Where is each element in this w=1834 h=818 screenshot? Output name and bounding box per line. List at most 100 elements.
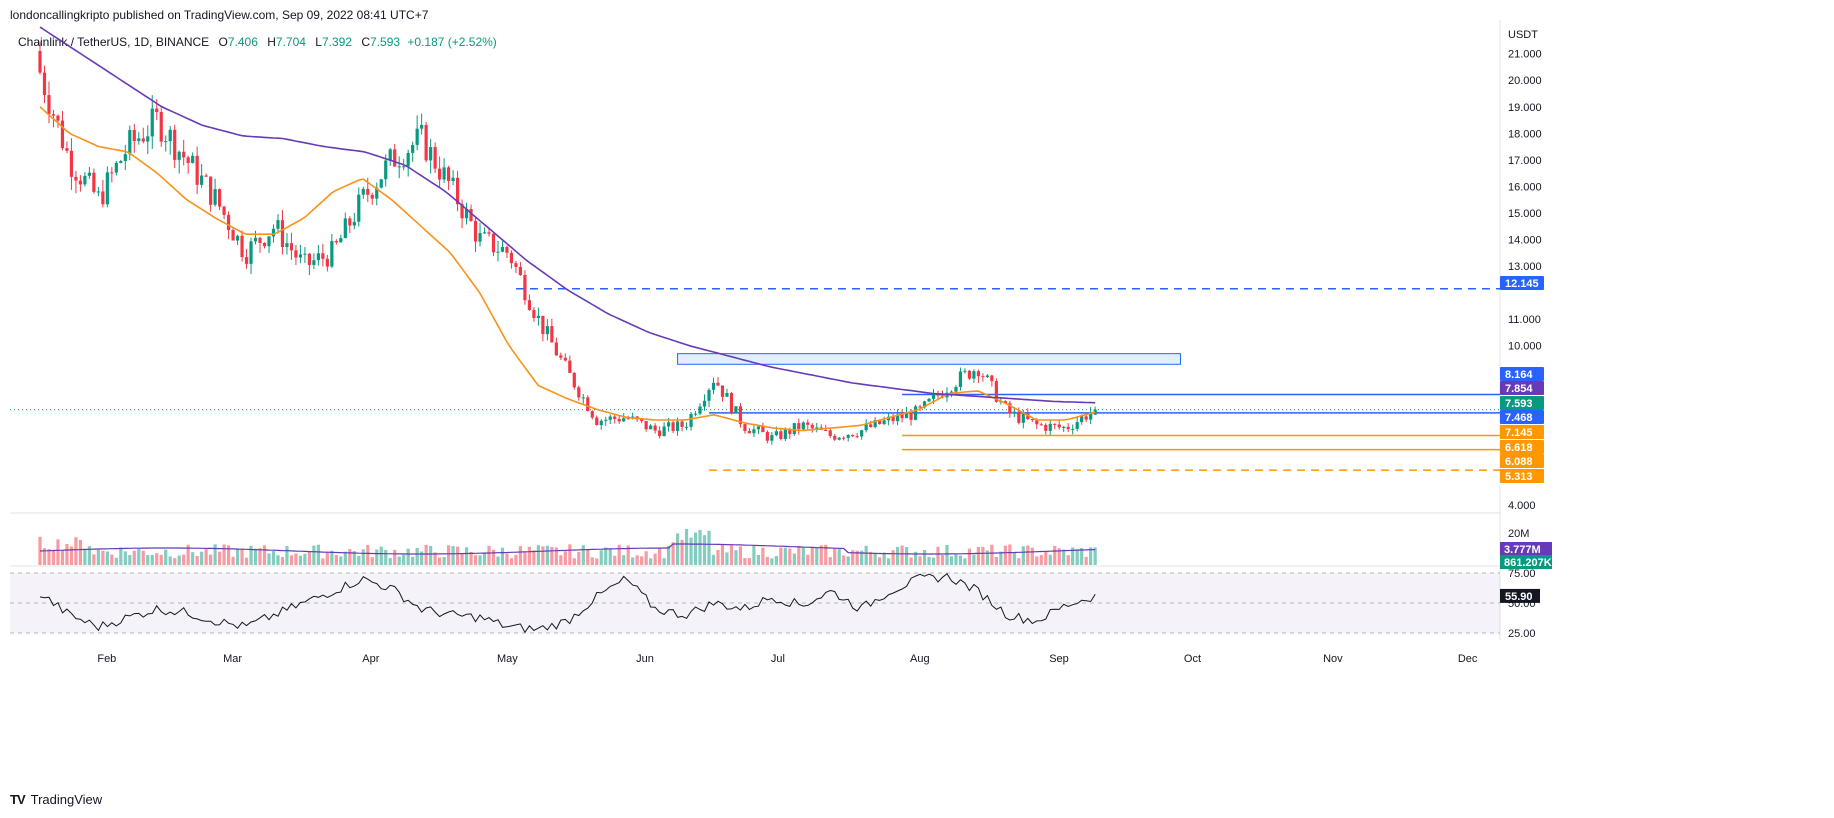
volume-bar [411, 556, 415, 565]
candle-body [200, 175, 204, 185]
volume-bar [446, 545, 451, 565]
volume-bar [51, 550, 56, 565]
candle-body [707, 389, 711, 401]
candle-body [51, 114, 56, 116]
candle-body [1026, 413, 1030, 420]
volume-bar [1080, 548, 1084, 565]
price-badge [1500, 396, 1544, 410]
candle-body [1035, 420, 1039, 425]
candle-body [469, 209, 473, 221]
candle-body [415, 128, 419, 145]
volume-bar [837, 547, 841, 565]
volume-bar [330, 550, 334, 565]
volume-bar [765, 557, 769, 565]
candle-body [1075, 422, 1079, 429]
candle-body [330, 241, 334, 267]
volume-bar [559, 555, 563, 565]
candle-body [114, 162, 118, 173]
volume-bar [797, 545, 801, 565]
price-tick-label: 14.000 [1508, 235, 1542, 247]
candle-body [1044, 424, 1048, 431]
open-value: 7.406 [227, 35, 258, 49]
volume-bar [388, 558, 392, 565]
price-badge [1500, 367, 1544, 381]
volume-bar [366, 545, 370, 565]
candle-body [312, 260, 316, 265]
volume-bar [532, 550, 536, 565]
volume-bar [1053, 545, 1057, 565]
volume-bar [137, 548, 141, 565]
candle-body [1057, 424, 1061, 428]
volume-bar [370, 557, 374, 565]
volume-bar [433, 552, 437, 565]
volume-bar [361, 549, 365, 565]
candle-body [927, 398, 931, 402]
candle-body [514, 263, 518, 267]
volume-bar [173, 558, 177, 565]
candle-body [518, 266, 523, 276]
time-tick-label: Jun [636, 653, 654, 665]
volume-bar [922, 549, 927, 565]
volume-bar [954, 554, 958, 565]
volume-bar [375, 549, 379, 565]
candle-body [280, 220, 285, 248]
volume-bar [999, 551, 1003, 565]
candle-body [87, 172, 91, 176]
volume-bar [653, 553, 657, 565]
volume-bar [303, 553, 307, 565]
volume-bar [949, 556, 954, 565]
volume-bar [994, 557, 998, 565]
candle-body [909, 412, 913, 420]
volume-bar [671, 542, 675, 565]
volume-bar [114, 557, 118, 565]
volume-bar [617, 544, 621, 565]
candle-body [334, 241, 338, 243]
volume-bar [873, 553, 877, 565]
volume-bar [945, 545, 949, 565]
candle-body [770, 435, 774, 441]
volume-bar [478, 555, 482, 565]
candle-body [1048, 423, 1052, 431]
volume-bar [788, 548, 792, 565]
candle-body [967, 370, 972, 379]
candle-body [904, 412, 909, 419]
volume-bar [622, 555, 626, 565]
volume-bar [752, 545, 756, 565]
volume-badge [1500, 555, 1552, 569]
change-value: +0.187 (+2.52%) [407, 35, 497, 49]
candle-body [235, 235, 240, 241]
candle-body [482, 232, 487, 234]
candle-body [972, 371, 976, 379]
candle-body [137, 138, 141, 141]
candle-body [316, 253, 320, 261]
symbol-label[interactable]: Chainlink / TetherUS, 1D, BINANCE [18, 35, 210, 49]
volume-bar [536, 545, 540, 565]
candle-body [60, 120, 65, 149]
volume-bar [509, 558, 514, 565]
candle-body [146, 136, 150, 142]
volume-bar [132, 550, 136, 565]
candle-body [882, 420, 886, 425]
rsi-badge-label: 55.90 [1505, 591, 1533, 603]
volume-bar [442, 557, 446, 565]
price-tick-label: 4.000 [1508, 500, 1536, 512]
volume-bar [770, 558, 774, 565]
tradingview-brand[interactable]: TV TradingView [10, 792, 102, 807]
candle-body [680, 421, 684, 427]
candle-body [222, 206, 226, 215]
price-tick-label: 21.000 [1508, 49, 1542, 61]
price-badge-label: 7.145 [1505, 427, 1533, 439]
candle-body [177, 151, 181, 160]
volume-bar [662, 558, 666, 565]
time-tick-label: Aug [910, 653, 930, 665]
volume-bar [940, 555, 945, 565]
candle-body [891, 416, 895, 422]
candle-body [1012, 411, 1016, 414]
price-badge [1500, 410, 1544, 424]
volume-bar [595, 558, 599, 565]
candle-body [990, 375, 994, 382]
candle-body [541, 315, 545, 335]
close-value: 7.593 [370, 35, 401, 49]
volume-bar [1008, 544, 1012, 565]
